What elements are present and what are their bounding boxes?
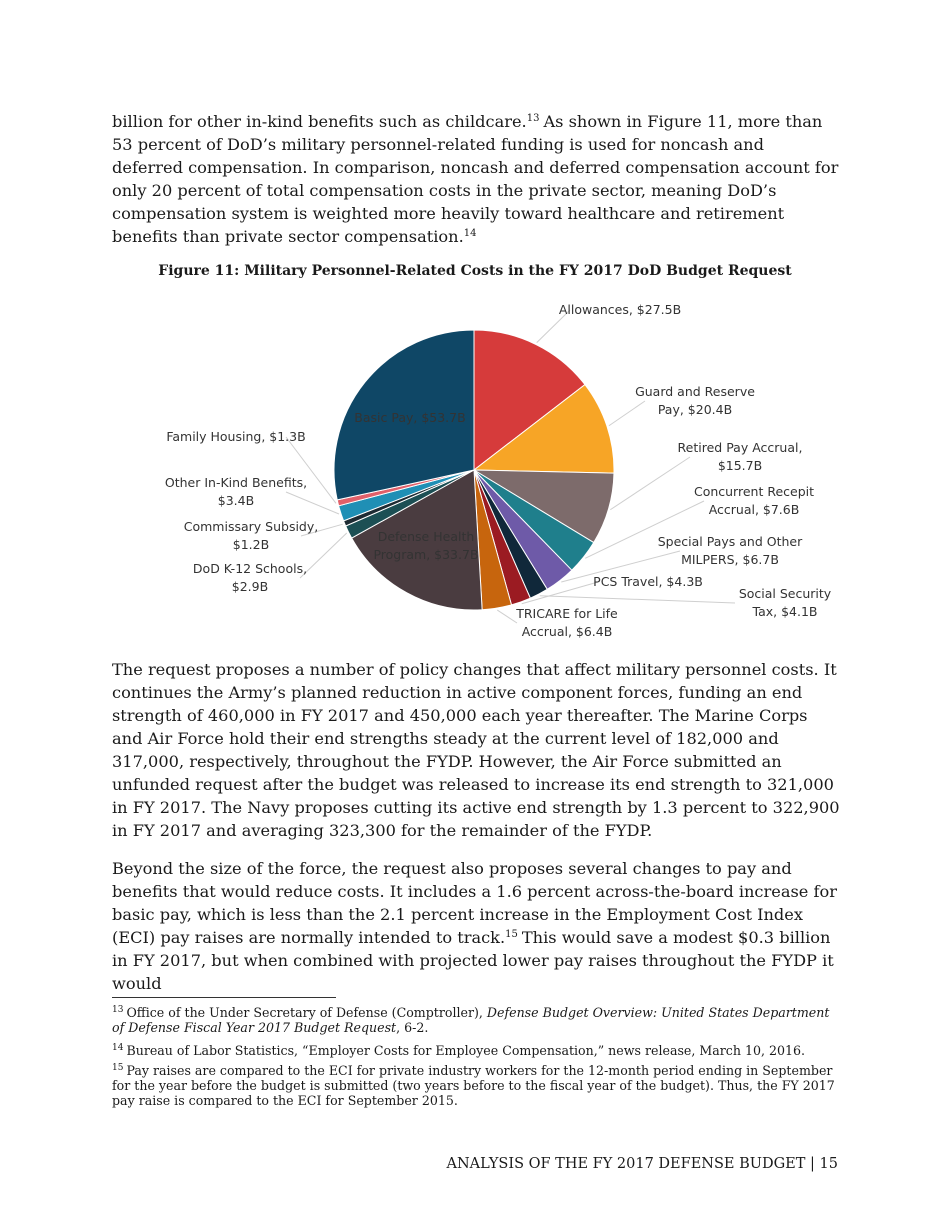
label-line: DoD K-12 Schools, — [193, 561, 307, 576]
leader-line — [521, 581, 599, 605]
text: , 6-2. — [396, 1020, 429, 1035]
text: This would save a modest $0.3 billion in… — [112, 928, 834, 993]
slice-label: DoD K-12 Schools, $2.9B — [193, 561, 307, 594]
chart: Allowances, $27.5B Guard and Reserve Pay, … — [165, 302, 832, 639]
label-line: PCS Travel, $4.3B — [593, 574, 703, 589]
figure-title: Figure 11: Military Personnel-Related Co… — [158, 263, 792, 279]
label-line: Tax, $4.1B — [752, 604, 818, 619]
text: Office of the Under Secretary of Defense… — [126, 1005, 487, 1020]
text: Beyond the size of the force, the reques… — [112, 859, 837, 947]
paragraph: The request proposes a number of policy … — [112, 660, 840, 840]
leader-line — [285, 436, 337, 504]
leader-line — [539, 595, 736, 604]
slice-label: TRICARE for Life Accrual, $6.4B — [515, 606, 618, 639]
pie-slice — [351, 469, 483, 611]
slice-label: Basic Pay, $53.7B — [354, 410, 465, 425]
label-line: $3.4B — [218, 493, 254, 508]
leader-line — [584, 500, 705, 559]
slice-label: Other In-Kind Benefits, $3.4B — [165, 475, 307, 508]
label-line: Concurrent Recepit — [694, 484, 814, 499]
text: As shown in Figure 11, more than 53 perc… — [112, 112, 839, 246]
label-line: Defense Health — [378, 529, 475, 544]
label-line: TRICARE for Life — [515, 606, 618, 621]
text: Defense Budget Overview: United States D… — [112, 1005, 830, 1035]
text: billion for other in-kind benefits such … — [112, 112, 527, 131]
label-line: MILPERS, $6.7B — [681, 552, 779, 567]
leader-line — [610, 456, 691, 511]
footnote-ref: 15 — [505, 928, 518, 940]
label-line: Guard and Reserve — [635, 384, 755, 399]
slice-label: Defense Health Program, $33.7B — [373, 529, 478, 562]
label-line: Other In-Kind Benefits, — [165, 475, 307, 490]
label-line: $1.2B — [233, 537, 269, 552]
label-line: Family Housing, $1.3B — [166, 429, 305, 444]
text: Bureau of Labor Statistics, “Employer Co… — [126, 1043, 806, 1058]
leader-line — [299, 532, 348, 579]
slice-label: Retired Pay Accrual, $15.7B — [678, 440, 803, 473]
footnote-number: 14 — [112, 1042, 124, 1053]
slice-label: PCS Travel, $4.3B — [593, 574, 703, 589]
pie-slice — [333, 329, 475, 501]
slice-label: Concurrent Recepit Accrual, $7.6B — [694, 484, 814, 517]
pie-slice — [472, 383, 615, 474]
label-line: Retired Pay Accrual, — [678, 440, 803, 455]
footnote-ref: 14 — [463, 227, 477, 239]
leader-line — [285, 491, 340, 515]
text: Pay raises are compared to the ECI for p… — [112, 1063, 835, 1108]
footnote: 14 Bureau of Labor Statistics, “Employer … — [112, 1043, 838, 1058]
label-line: Basic Pay, $53.7B — [354, 410, 465, 425]
pie-slice — [473, 329, 586, 472]
label-line: Social Security — [739, 586, 832, 601]
label-line: Pay, $20.4B — [658, 402, 732, 417]
leader-line — [300, 523, 343, 537]
paragraph: billion for other in-kind benefits such … — [112, 110, 840, 248]
label-line: Commissary Subsidy, — [184, 519, 318, 534]
label-line: $15.7B — [718, 458, 762, 473]
slice-label: Guard and Reserve Pay, $20.4B — [635, 384, 755, 417]
page-footer: ANALYSIS OF THE FY 2017 DEFENSE BUDGET |… — [446, 1156, 839, 1172]
label-line: $2.9B — [232, 579, 268, 594]
leader-line — [497, 609, 518, 624]
label-line: Allowances, $27.5B — [559, 302, 681, 317]
leader-line — [536, 309, 571, 343]
label-line: Accrual, $7.6B — [709, 502, 800, 517]
footnote-number: 13 — [112, 1004, 124, 1015]
slice-label: Family Housing, $1.3B — [166, 429, 305, 444]
footnote: 13 Office of the Under Secretary of Defen… — [112, 1005, 838, 1035]
footnote: 15 Pay raises are compared to the ECI for… — [112, 1063, 838, 1108]
leader-line — [608, 400, 646, 427]
slice-label: Commissary Subsidy, $1.2B — [184, 519, 318, 552]
label-line: Accrual, $6.4B — [522, 624, 613, 639]
footnote-ref: 13 — [526, 112, 540, 124]
leader-line — [561, 550, 681, 583]
footnote-rule — [112, 997, 336, 998]
footnote-number: 15 — [112, 1062, 124, 1073]
slice-label: Allowances, $27.5B — [559, 302, 681, 317]
slice-label: Social Security Tax, $4.1B — [739, 586, 832, 619]
label-line: Special Pays and Other — [658, 534, 803, 549]
label-line: Program, $33.7B — [373, 547, 478, 562]
slice-label: Special Pays and Other MILPERS, $6.7B — [658, 534, 803, 567]
paragraph: Beyond the size of the force, the reques… — [112, 857, 840, 995]
